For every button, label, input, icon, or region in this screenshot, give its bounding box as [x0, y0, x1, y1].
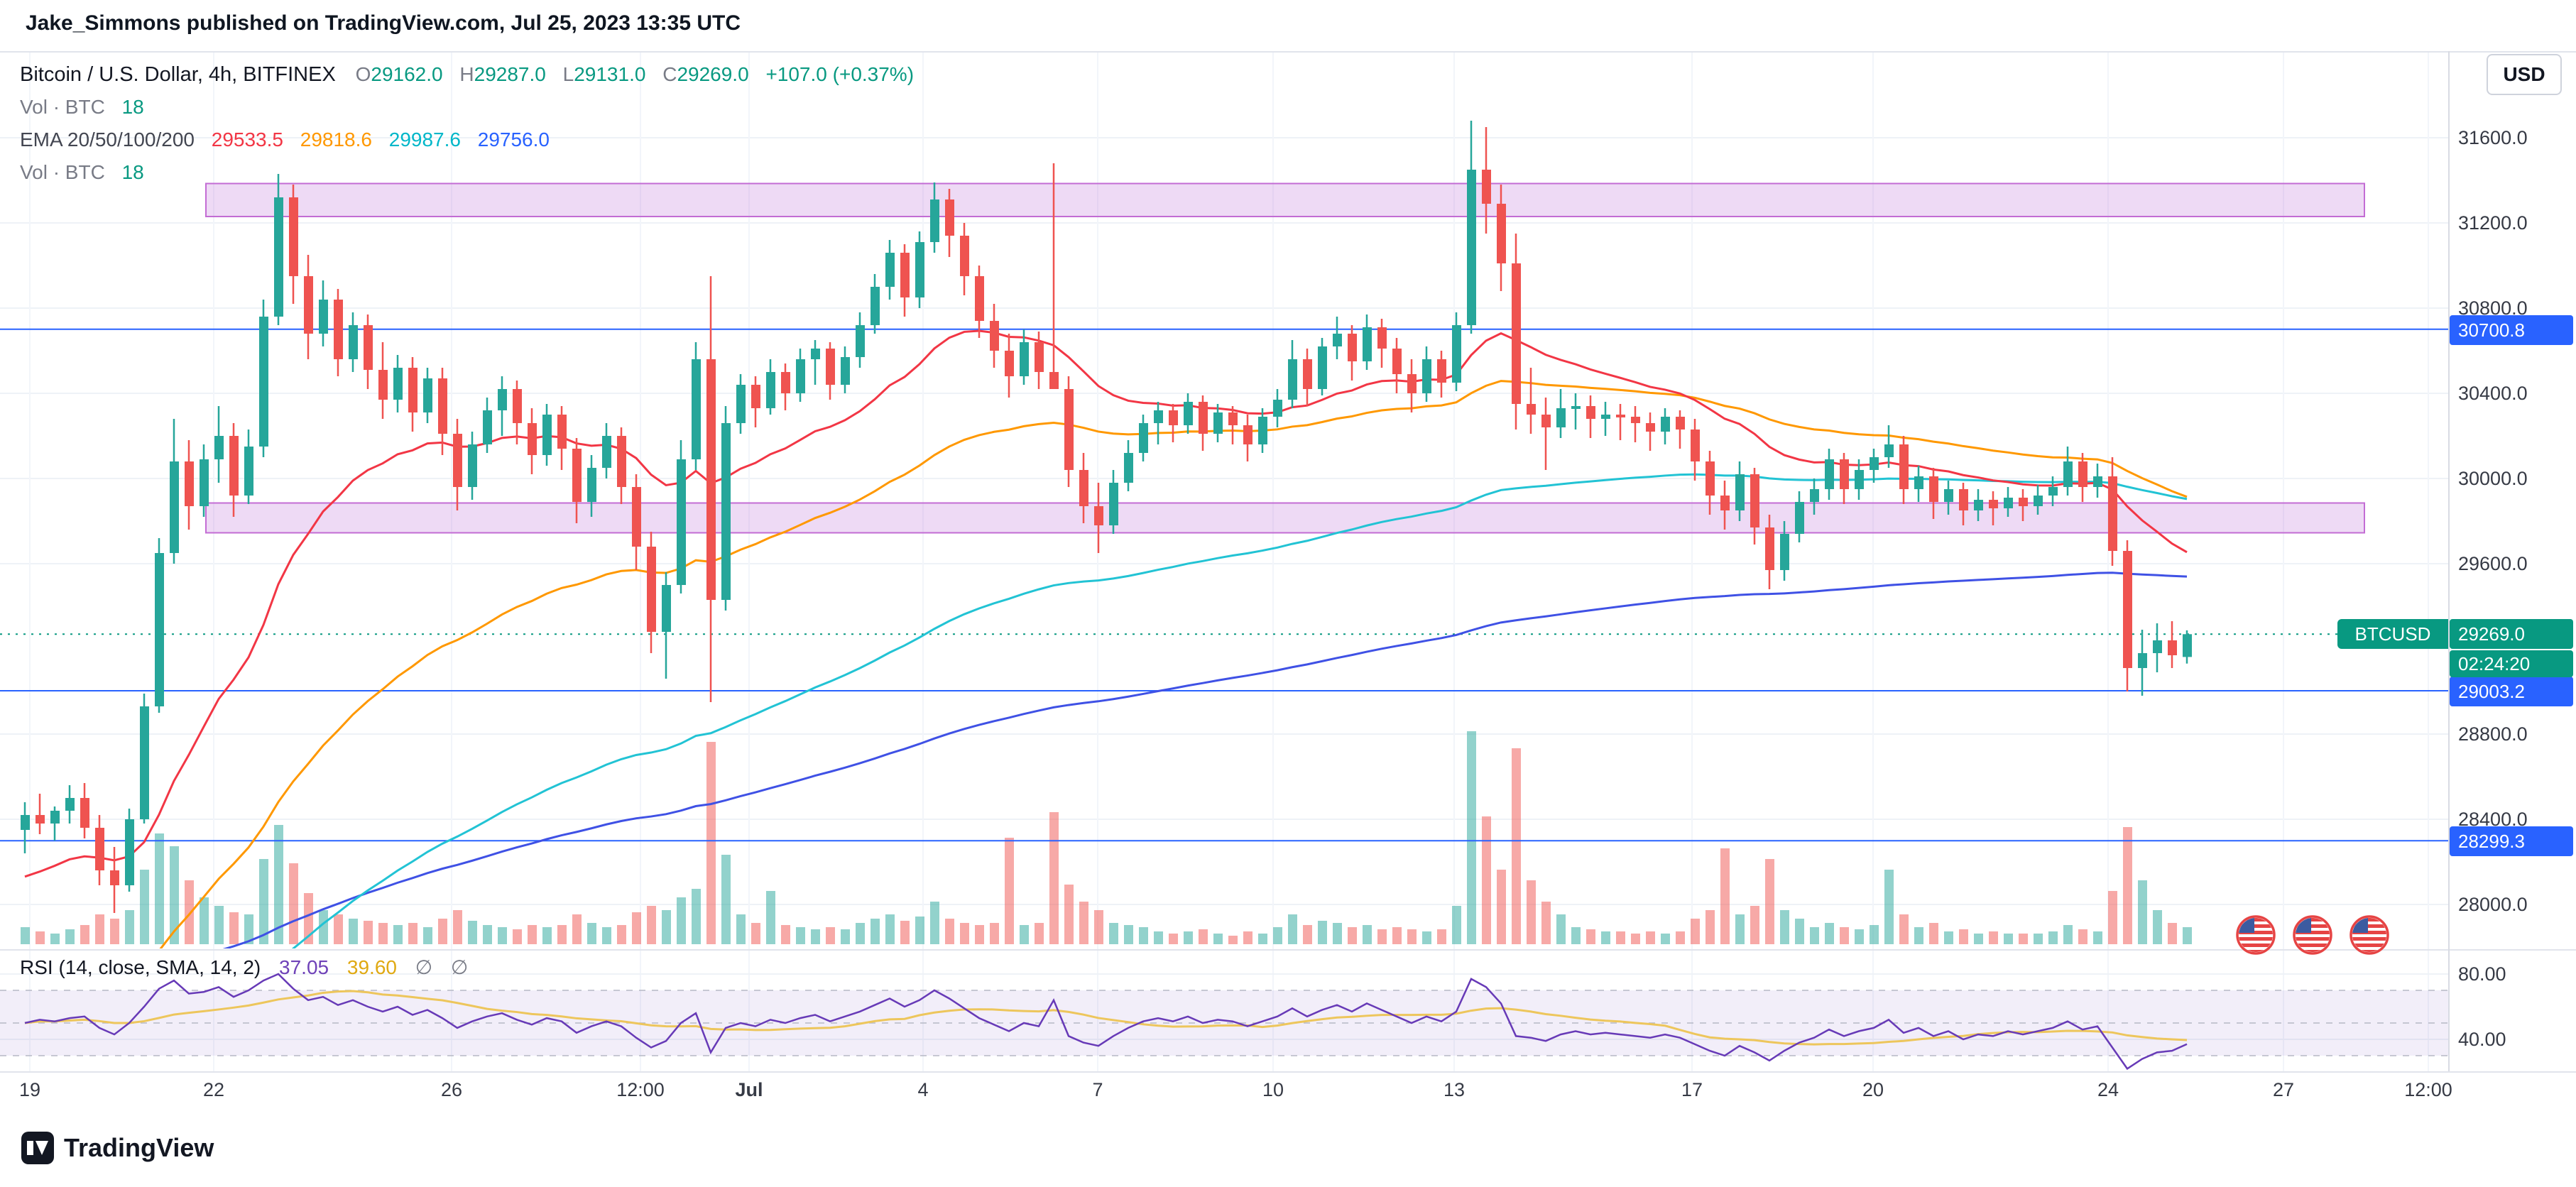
- open-label: O: [355, 63, 371, 85]
- rsi-hidden-band-icon: ∅: [450, 956, 469, 978]
- volume-indicator-row-bottom: Vol · BTC 18: [20, 156, 914, 189]
- ema-label[interactable]: EMA 20/50/100/200: [20, 128, 195, 151]
- symbol-title[interactable]: Bitcoin / U.S. Dollar, 4h, BITFINEX: [20, 63, 336, 86]
- chart-legend: Bitcoin / U.S. Dollar, 4h, BITFINEX O291…: [20, 58, 914, 189]
- volume-indicator-row-top: Vol · BTC 18: [20, 91, 914, 124]
- rsi-hidden-band-icon: ∅: [415, 956, 433, 978]
- rsi-legend: RSI (14, close, SMA, 14, 2) 37.05 39.60 …: [20, 956, 481, 979]
- currency-axis-button[interactable]: USD: [2487, 54, 2562, 95]
- close-value: 29269.0: [677, 63, 749, 85]
- volume-value-2: 18: [121, 161, 144, 183]
- volume-value: 18: [121, 96, 144, 118]
- economic-event-flag-icon[interactable]: [2292, 914, 2333, 956]
- ema100-value: 29987.6: [388, 128, 461, 151]
- close-label: C: [662, 63, 677, 85]
- economic-event-flag-icon[interactable]: [2349, 914, 2390, 956]
- economic-event-flag-icon[interactable]: [2235, 914, 2276, 956]
- ema50-value: 29818.6: [300, 128, 372, 151]
- attribution-text: Jake_Simmons published on TradingView.co…: [26, 11, 741, 35]
- volume-label[interactable]: Vol · BTC: [20, 96, 105, 118]
- pane-divider[interactable]: [0, 949, 2576, 951]
- low-label: L: [562, 63, 574, 85]
- low-value: 29131.0: [574, 63, 646, 85]
- high-value: 29287.0: [474, 63, 546, 85]
- symbol-row: Bitcoin / U.S. Dollar, 4h, BITFINEX O291…: [20, 58, 914, 91]
- rsi-value: 37.05: [279, 956, 329, 978]
- volume-label-2[interactable]: Vol · BTC: [20, 161, 105, 183]
- rsi-label[interactable]: RSI (14, close, SMA, 14, 2): [20, 956, 261, 978]
- tradingview-logo-icon: [21, 1132, 54, 1164]
- change-value: +107.0 (+0.37%): [765, 63, 915, 85]
- tradingview-logo-text: TradingView: [64, 1133, 214, 1162]
- ema20-value: 29533.5: [211, 128, 283, 151]
- tradingview-logo[interactable]: TradingView: [21, 1132, 214, 1164]
- rsi-ma-value: 39.60: [346, 956, 397, 978]
- time-axis-divider: [0, 1071, 2576, 1073]
- high-label: H: [459, 63, 474, 85]
- open-value: 29162.0: [371, 63, 443, 85]
- chart-top-divider: [0, 51, 2576, 53]
- ema-indicator-row: EMA 20/50/100/200 29533.5 29818.6 29987.…: [20, 124, 914, 156]
- price-axis-divider: [2448, 51, 2450, 1071]
- ema200-value: 29756.0: [477, 128, 550, 151]
